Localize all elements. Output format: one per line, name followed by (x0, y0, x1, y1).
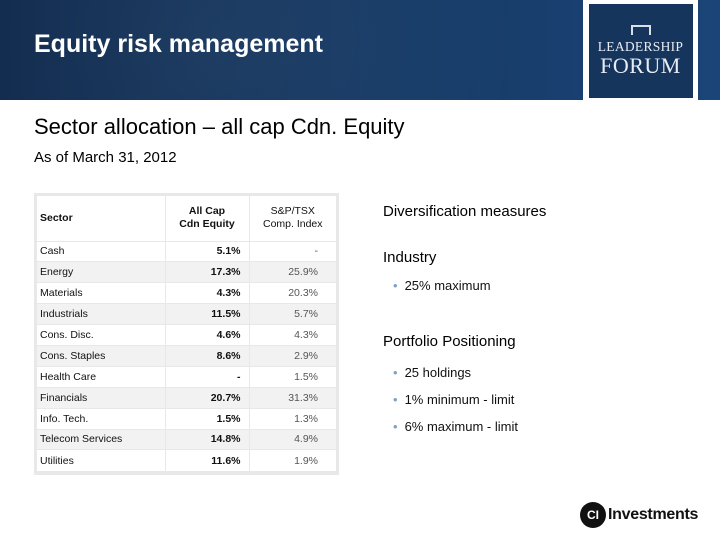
cell-sector: Cons. Staples (37, 344, 165, 367)
header-fund-line1: All Cap (188, 205, 226, 218)
cell-fund: 4.3% (164, 282, 249, 304)
cell-sector: Energy (37, 261, 165, 283)
cell-index: 31.3% (248, 386, 336, 409)
table-row: Materials 4.3% 20.3% (37, 282, 336, 304)
header-index-line2: Comp. Index (262, 218, 323, 231)
cell-fund: 4.6% (164, 324, 249, 346)
diversification-title: Diversification measures (383, 203, 547, 220)
cell-fund: 5.1% (164, 240, 249, 262)
bullet-text: 6% maximum - limit (404, 419, 518, 434)
cell-index: 4.9% (248, 428, 336, 450)
header-sector: Sector (37, 196, 165, 241)
bullet-item: • 6% maximum - limit (393, 419, 518, 434)
header-fund-line2: Cdn Equity (179, 218, 235, 231)
bullet-item: • 1% minimum - limit (393, 392, 514, 407)
bullet-item: • 25% maximum (393, 278, 491, 293)
bullet-dot-icon: • (393, 419, 398, 434)
cell-index: 1.3% (248, 407, 336, 430)
cell-sector: Industrials (37, 303, 165, 325)
pillar-icon (630, 24, 651, 35)
cell-sector: Cons. Disc. (37, 324, 165, 346)
header-index-line1: S&P/TSX (270, 205, 315, 218)
cell-sector: Materials (37, 282, 165, 304)
table-row: Cash 5.1% - (37, 240, 336, 262)
cell-index: - (248, 240, 336, 262)
cell-index: 2.9% (248, 344, 336, 367)
industry-label: Industry (383, 249, 437, 266)
bullet-text: 25% maximum (404, 278, 491, 293)
cell-fund: 17.3% (164, 261, 249, 283)
bullet-text: 25 holdings (404, 365, 472, 380)
cell-sector: Cash (37, 240, 165, 262)
cell-index: 4.3% (248, 324, 336, 346)
bullet-dot-icon: • (393, 278, 398, 293)
cell-fund: 20.7% (164, 386, 249, 409)
bullet-dot-icon: • (393, 392, 398, 407)
table-row: Telecom Services 14.8% 4.9% (37, 428, 336, 450)
cell-index: 20.3% (248, 282, 336, 304)
cell-sector: Telecom Services (37, 428, 165, 450)
table-row: Financials 20.7% 31.3% (37, 386, 336, 409)
header-fund: All Cap Cdn Equity (164, 196, 249, 241)
header-index: S&P/TSX Comp. Index (248, 196, 336, 241)
cell-sector: Info. Tech. (37, 407, 165, 430)
cell-index: 1.9% (248, 449, 336, 471)
cell-sector: Health Care (37, 365, 165, 388)
bullet-text: 1% minimum - limit (404, 392, 515, 407)
table-row: Cons. Staples 8.6% 2.9% (37, 344, 336, 367)
sector-allocation-table: Sector All Cap Cdn Equity S&P/TSX Comp. … (34, 193, 339, 475)
cell-fund: - (164, 365, 249, 388)
cell-fund: 14.8% (164, 428, 249, 450)
cell-index: 1.5% (248, 365, 336, 388)
table-row: Info. Tech. 1.5% 1.3% (37, 407, 336, 430)
logo-line1: LEADERSHIP (597, 38, 684, 54)
table-row: Cons. Disc. 4.6% 4.3% (37, 324, 336, 346)
slide-subtitle: Sector allocation – all cap Cdn. Equity (34, 114, 405, 139)
ci-investments-logo: CI Investments (580, 500, 704, 530)
positioning-label: Portfolio Positioning (383, 333, 516, 350)
table-row: Utilities 11.6% 1.9% (37, 449, 336, 471)
cell-sector: Utilities (37, 449, 165, 471)
cell-fund: 8.6% (164, 344, 249, 367)
cell-index: 5.7% (248, 303, 336, 325)
ci-logo-text: Investments (608, 506, 699, 523)
cell-index: 25.9% (248, 261, 336, 283)
slide-title: Equity risk management (34, 30, 323, 58)
cell-fund: 11.6% (164, 449, 249, 471)
cell-sector: Financials (37, 386, 165, 409)
table-row: Energy 17.3% 25.9% (37, 261, 336, 283)
table-row: Industrials 11.5% 5.7% (37, 303, 336, 325)
cell-fund: 1.5% (164, 407, 249, 430)
leadership-forum-logo: LEADERSHIP FORUM (583, 0, 698, 101)
bullet-item: • 25 holdings (393, 365, 471, 380)
cell-fund: 11.5% (164, 303, 249, 325)
bullet-dot-icon: • (393, 365, 398, 380)
as-of-date: As of March 31, 2012 (34, 149, 177, 166)
ci-mark-icon: CI (580, 502, 606, 528)
logo-line2: FORUM (600, 52, 681, 78)
table-row: Health Care - 1.5% (37, 365, 336, 388)
